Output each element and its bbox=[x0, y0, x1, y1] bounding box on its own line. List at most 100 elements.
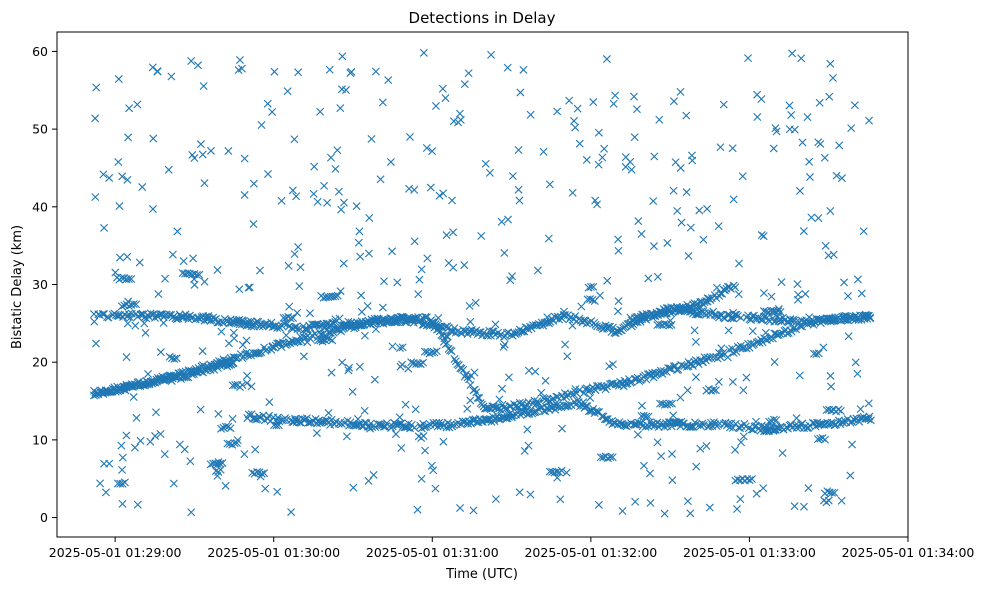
data-point-noise bbox=[805, 157, 814, 166]
data-point-noise bbox=[466, 396, 475, 405]
data-point-noise bbox=[294, 68, 303, 77]
x-tick-label: 2025-05-01 01:32:00 bbox=[524, 545, 657, 560]
data-point-cluster bbox=[824, 496, 833, 505]
data-point-noise bbox=[257, 121, 266, 130]
data-point-track-near-26km bbox=[401, 318, 410, 327]
data-point-track-near-26km bbox=[292, 322, 301, 331]
data-point-noise bbox=[695, 206, 704, 215]
data-point-noise bbox=[251, 445, 260, 454]
data-point-noise bbox=[371, 67, 380, 76]
data-point-noise bbox=[99, 170, 108, 179]
data-point-cluster bbox=[232, 438, 241, 447]
data-point-noise bbox=[651, 371, 660, 380]
data-point-cluster bbox=[774, 307, 783, 316]
data-point-noise bbox=[514, 185, 523, 194]
data-point-cluster bbox=[229, 358, 238, 367]
data-point-noise bbox=[434, 313, 443, 322]
data-point-noise bbox=[687, 151, 696, 160]
data-point-noise bbox=[460, 80, 469, 89]
data-point-noise bbox=[168, 250, 177, 259]
data-point-noise bbox=[705, 503, 714, 512]
data-point-noise bbox=[194, 61, 202, 70]
data-point-track-rising bbox=[533, 397, 542, 406]
data-point-cluster bbox=[230, 439, 239, 448]
data-point-cluster bbox=[313, 336, 322, 345]
data-point-track-rising bbox=[776, 329, 785, 338]
data-point-noise bbox=[441, 94, 450, 103]
data-point-noise bbox=[499, 342, 508, 351]
data-point-cluster bbox=[117, 302, 126, 311]
data-point-noise bbox=[428, 147, 437, 156]
data-point-cluster bbox=[589, 282, 598, 291]
data-point-track-rising-upper bbox=[652, 310, 661, 319]
data-point-noise bbox=[146, 437, 155, 446]
data-point-noise bbox=[369, 470, 378, 479]
data-point-noise bbox=[395, 413, 404, 422]
data-point-cluster bbox=[165, 352, 174, 361]
data-point-noise bbox=[148, 205, 157, 214]
data-point-cluster bbox=[745, 476, 754, 485]
data-point-noise bbox=[524, 441, 533, 450]
data-point-noise bbox=[497, 217, 506, 226]
data-point-cluster bbox=[557, 466, 566, 475]
data-point-noise bbox=[386, 157, 395, 166]
data-point-noise bbox=[364, 476, 373, 485]
data-point-noise bbox=[442, 331, 451, 340]
data-point-track-near-26km bbox=[98, 310, 107, 319]
data-point-noise bbox=[244, 283, 253, 292]
data-point-track-rising bbox=[90, 391, 98, 400]
data-point-track-rising bbox=[664, 364, 673, 373]
data-point-noise bbox=[807, 213, 816, 222]
data-point-noise bbox=[204, 311, 213, 320]
data-point-noise bbox=[801, 289, 810, 298]
data-point-noise bbox=[691, 337, 700, 346]
data-point-noise bbox=[759, 289, 768, 298]
data-point-noise bbox=[173, 227, 182, 236]
data-point-noise bbox=[167, 72, 176, 81]
data-point-noise bbox=[792, 414, 801, 423]
y-tick-label: 60 bbox=[32, 44, 48, 59]
data-point-noise bbox=[339, 259, 348, 268]
data-point-noise bbox=[455, 109, 464, 118]
data-point-noise bbox=[466, 317, 475, 326]
data-point-noise bbox=[338, 358, 347, 367]
data-point-cluster bbox=[274, 421, 283, 430]
data-point-track-near-12km bbox=[265, 411, 274, 420]
data-point-noise bbox=[692, 373, 700, 382]
data-point-noise bbox=[177, 313, 186, 322]
data-point-noise bbox=[288, 186, 297, 195]
data-point-noise bbox=[196, 405, 205, 414]
y-tick-label: 0 bbox=[40, 510, 48, 525]
data-point-cluster bbox=[816, 434, 825, 443]
data-point-noise bbox=[742, 373, 751, 382]
data-point-noise bbox=[565, 96, 574, 105]
data-point-noise bbox=[198, 150, 207, 159]
data-point-noise bbox=[255, 266, 264, 275]
data-point-track-near-12km bbox=[688, 422, 697, 431]
data-point-noise bbox=[646, 469, 654, 478]
data-point-noise bbox=[752, 417, 760, 426]
data-point-cluster bbox=[776, 307, 785, 316]
data-point-noise bbox=[196, 140, 205, 149]
data-point-noise bbox=[785, 101, 794, 110]
data-point-cluster bbox=[432, 347, 441, 356]
data-point-noise bbox=[594, 160, 603, 169]
data-point-cluster bbox=[679, 419, 688, 428]
data-point-cluster bbox=[127, 275, 136, 283]
data-point-noise bbox=[630, 92, 638, 101]
data-point-noise bbox=[686, 223, 695, 232]
data-point-noise bbox=[221, 481, 230, 490]
data-point-noise bbox=[533, 266, 542, 275]
data-point-cluster bbox=[218, 458, 227, 467]
data-point-noise bbox=[132, 413, 141, 422]
data-point-noise bbox=[303, 338, 312, 347]
data-point-noise bbox=[864, 415, 873, 424]
data-point-noise bbox=[857, 289, 866, 298]
data-point-noise bbox=[449, 228, 458, 237]
data-point-track-near-26km bbox=[792, 318, 801, 327]
data-point-cluster bbox=[328, 336, 337, 345]
data-point-cluster bbox=[183, 269, 192, 278]
data-point-noise bbox=[324, 408, 333, 417]
data-point-noise bbox=[376, 175, 385, 184]
data-point-noise bbox=[621, 162, 630, 171]
